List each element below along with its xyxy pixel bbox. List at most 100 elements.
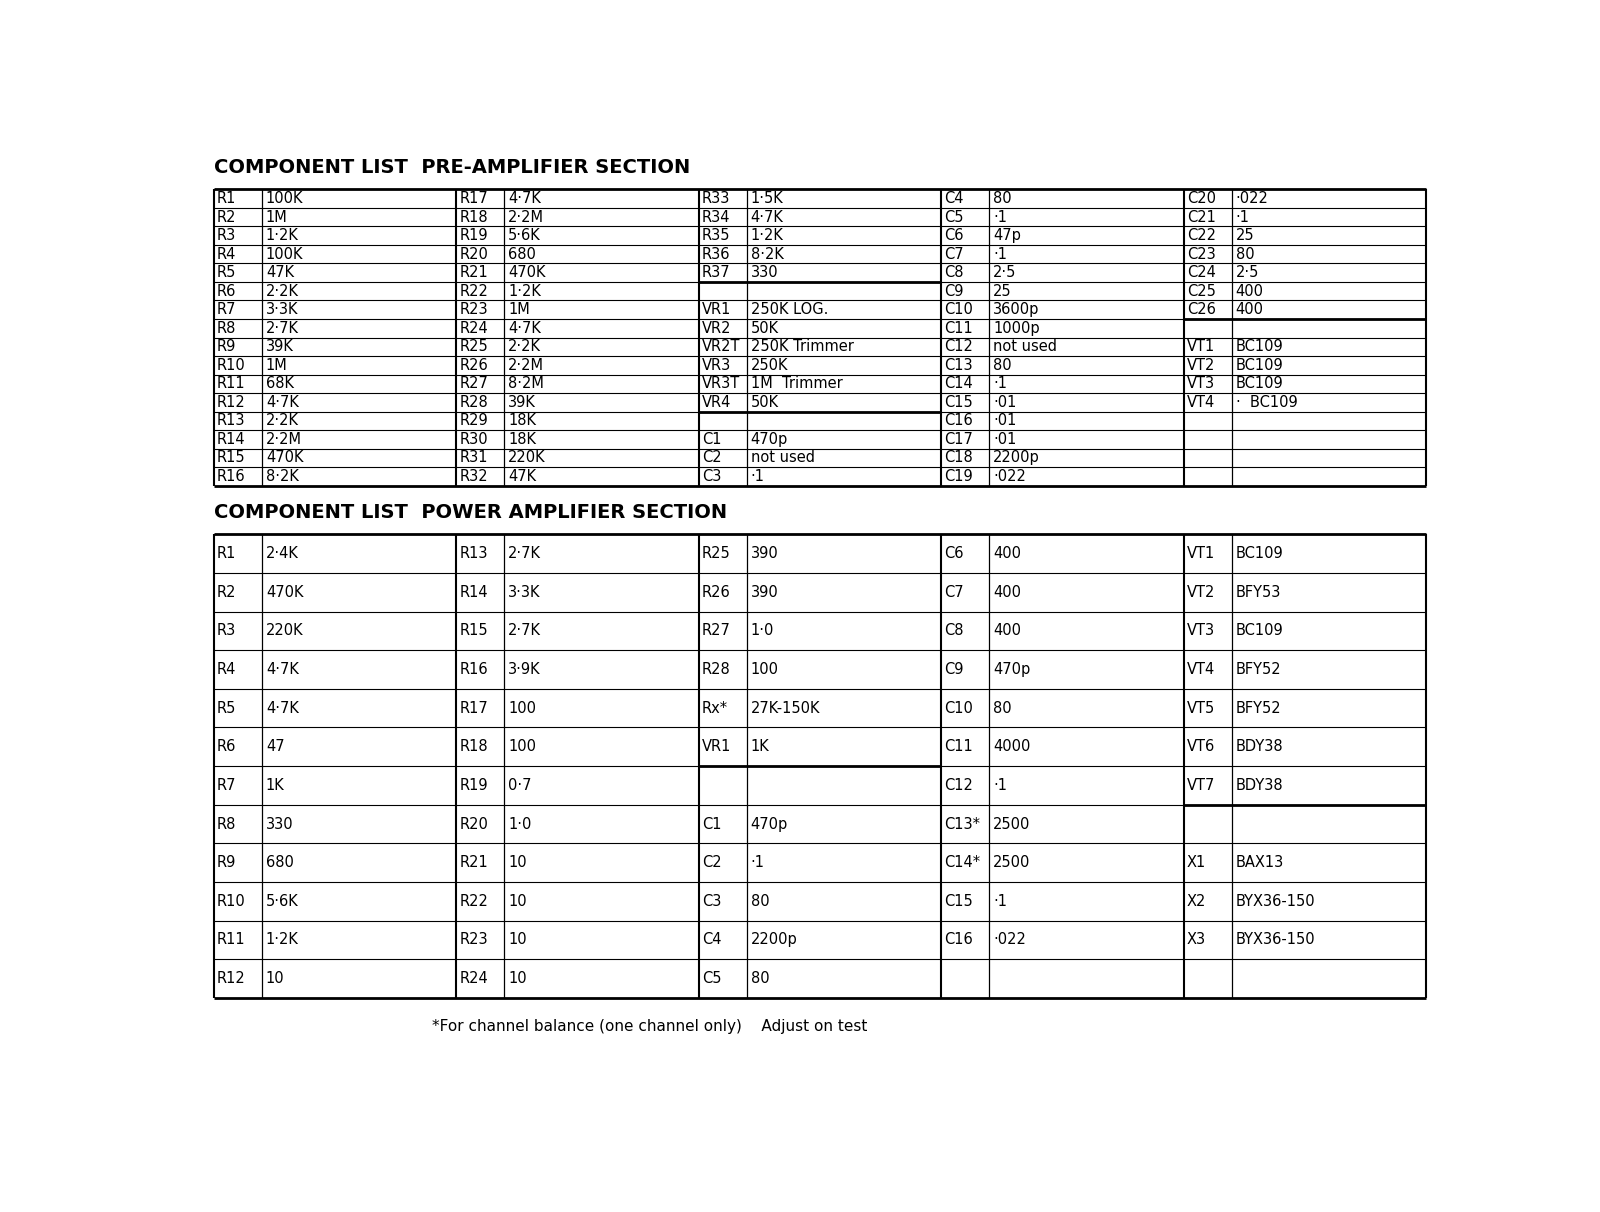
Text: C7: C7 bbox=[944, 584, 963, 600]
Text: 1M: 1M bbox=[266, 358, 288, 373]
Text: 2200p: 2200p bbox=[750, 932, 797, 948]
Text: VR2: VR2 bbox=[702, 321, 731, 336]
Text: R15: R15 bbox=[459, 623, 488, 639]
Text: 470p: 470p bbox=[750, 431, 787, 447]
Text: 80: 80 bbox=[750, 893, 770, 909]
Text: R15: R15 bbox=[218, 451, 246, 465]
Text: 2·5: 2·5 bbox=[1235, 265, 1259, 280]
Text: 1000p: 1000p bbox=[994, 321, 1040, 336]
Text: C8: C8 bbox=[944, 623, 963, 639]
Text: R10: R10 bbox=[218, 893, 246, 909]
Text: 1·0: 1·0 bbox=[750, 623, 774, 639]
Text: 2·7K: 2·7K bbox=[509, 547, 541, 561]
Text: 2500: 2500 bbox=[994, 817, 1030, 831]
Text: COMPONENT LIST  PRE-AMPLIFIER SECTION: COMPONENT LIST PRE-AMPLIFIER SECTION bbox=[214, 159, 690, 177]
Text: 470K: 470K bbox=[509, 265, 546, 280]
Text: C3: C3 bbox=[702, 469, 722, 484]
Text: VR4: VR4 bbox=[702, 395, 731, 410]
Text: 680: 680 bbox=[509, 247, 536, 262]
Text: C8: C8 bbox=[944, 265, 963, 280]
Text: 250K: 250K bbox=[750, 358, 789, 373]
Text: 1·2K: 1·2K bbox=[750, 228, 784, 244]
Text: C4: C4 bbox=[702, 932, 722, 948]
Text: C17: C17 bbox=[944, 431, 973, 447]
Text: R29: R29 bbox=[459, 413, 488, 428]
Text: R6: R6 bbox=[218, 739, 237, 754]
Text: VT4: VT4 bbox=[1187, 662, 1214, 678]
Text: C11: C11 bbox=[944, 739, 973, 754]
Text: 1M  Trimmer: 1M Trimmer bbox=[750, 377, 843, 391]
Text: 2·2M: 2·2M bbox=[509, 358, 544, 373]
Text: C19: C19 bbox=[944, 469, 973, 484]
Text: 1K: 1K bbox=[266, 778, 285, 793]
Text: 220K: 220K bbox=[509, 451, 546, 465]
Text: BC109: BC109 bbox=[1235, 547, 1283, 561]
Text: C10: C10 bbox=[944, 701, 973, 715]
Text: C16: C16 bbox=[944, 932, 973, 948]
Text: 400: 400 bbox=[994, 547, 1021, 561]
Text: 2·2M: 2·2M bbox=[266, 431, 302, 447]
Text: 400: 400 bbox=[1235, 284, 1264, 298]
Text: R1: R1 bbox=[218, 547, 237, 561]
Text: VR3T: VR3T bbox=[702, 377, 741, 391]
Text: R2: R2 bbox=[218, 210, 237, 224]
Text: ·1: ·1 bbox=[994, 778, 1006, 793]
Text: R36: R36 bbox=[702, 247, 730, 262]
Text: 3·9K: 3·9K bbox=[509, 662, 541, 678]
Text: 47K: 47K bbox=[509, 469, 536, 484]
Text: ·01: ·01 bbox=[994, 431, 1016, 447]
Text: C13*: C13* bbox=[944, 817, 981, 831]
Text: 1·2K: 1·2K bbox=[266, 228, 299, 244]
Text: C4: C4 bbox=[944, 191, 963, 206]
Text: C9: C9 bbox=[944, 284, 963, 298]
Text: 39K: 39K bbox=[266, 339, 294, 354]
Text: BC109: BC109 bbox=[1235, 623, 1283, 639]
Text: 470K: 470K bbox=[266, 451, 304, 465]
Text: R14: R14 bbox=[459, 584, 488, 600]
Text: C15: C15 bbox=[944, 395, 973, 410]
Text: C9: C9 bbox=[944, 662, 963, 678]
Text: R8: R8 bbox=[218, 817, 237, 831]
Text: R23: R23 bbox=[459, 932, 488, 948]
Text: X3: X3 bbox=[1187, 932, 1206, 948]
Text: C26: C26 bbox=[1187, 302, 1216, 318]
Text: ·022: ·022 bbox=[994, 469, 1026, 484]
Text: VT4: VT4 bbox=[1187, 395, 1214, 410]
Text: 8·2K: 8·2K bbox=[266, 469, 299, 484]
Text: R13: R13 bbox=[459, 547, 488, 561]
Text: C23: C23 bbox=[1187, 247, 1216, 262]
Text: R19: R19 bbox=[459, 228, 488, 244]
Text: R32: R32 bbox=[459, 469, 488, 484]
Text: 2·4K: 2·4K bbox=[266, 547, 299, 561]
Text: R25: R25 bbox=[702, 547, 731, 561]
Text: 1M: 1M bbox=[509, 302, 530, 318]
Text: R14: R14 bbox=[218, 431, 246, 447]
Text: ·01: ·01 bbox=[994, 413, 1016, 428]
Text: R4: R4 bbox=[218, 247, 237, 262]
Text: 470p: 470p bbox=[750, 817, 787, 831]
Text: 100: 100 bbox=[509, 739, 536, 754]
Text: 10: 10 bbox=[509, 856, 526, 870]
Text: BC109: BC109 bbox=[1235, 377, 1283, 391]
Text: R20: R20 bbox=[459, 817, 488, 831]
Text: C11: C11 bbox=[944, 321, 973, 336]
Text: C21: C21 bbox=[1187, 210, 1216, 224]
Text: R21: R21 bbox=[459, 856, 488, 870]
Text: R7: R7 bbox=[218, 778, 237, 793]
Text: 390: 390 bbox=[750, 584, 779, 600]
Text: 4·7K: 4·7K bbox=[266, 395, 299, 410]
Text: 2·7K: 2·7K bbox=[266, 321, 299, 336]
Text: R27: R27 bbox=[459, 377, 488, 391]
Text: C22: C22 bbox=[1187, 228, 1216, 244]
Text: COMPONENT LIST  POWER AMPLIFIER SECTION: COMPONENT LIST POWER AMPLIFIER SECTION bbox=[214, 503, 726, 522]
Text: ·  BC109: · BC109 bbox=[1235, 395, 1298, 410]
Text: ·022: ·022 bbox=[994, 932, 1026, 948]
Text: 25: 25 bbox=[994, 284, 1011, 298]
Text: C12: C12 bbox=[944, 339, 973, 354]
Text: *For channel balance (one channel only)    Adjust on test: *For channel balance (one channel only) … bbox=[432, 1019, 867, 1034]
Text: C18: C18 bbox=[944, 451, 973, 465]
Text: R8: R8 bbox=[218, 321, 237, 336]
Text: R6: R6 bbox=[218, 284, 237, 298]
Text: 3·3K: 3·3K bbox=[509, 584, 541, 600]
Text: 220K: 220K bbox=[266, 623, 304, 639]
